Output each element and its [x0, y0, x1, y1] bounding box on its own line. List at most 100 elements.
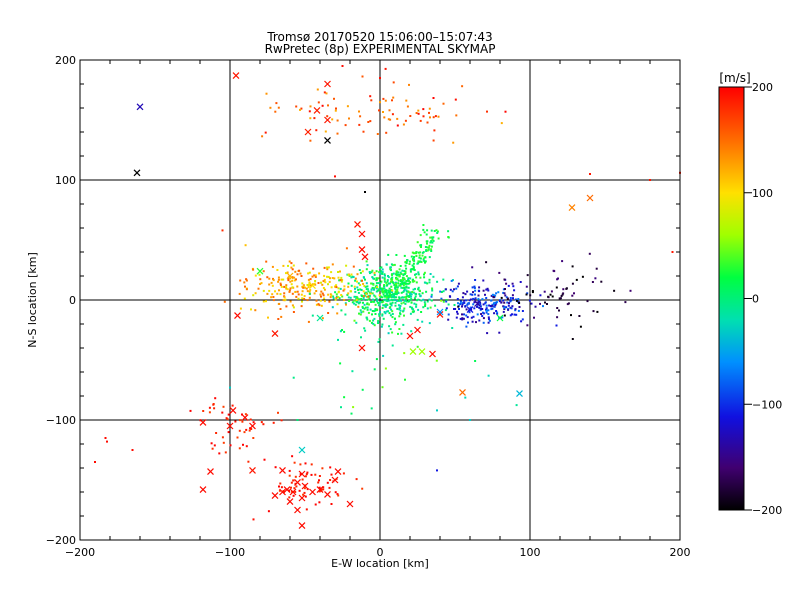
data-point — [474, 289, 477, 292]
data-point — [318, 272, 321, 275]
data-point — [395, 278, 398, 281]
data-point — [495, 310, 498, 312]
data-point — [366, 264, 369, 267]
data-point — [301, 300, 303, 303]
data-point — [390, 304, 393, 307]
data-point — [389, 268, 392, 271]
data-point — [428, 256, 431, 259]
data-point — [262, 270, 265, 273]
data-point — [511, 294, 514, 297]
data-point — [366, 288, 369, 291]
data-point — [355, 321, 358, 324]
data-point — [392, 296, 395, 299]
data-point — [385, 131, 388, 134]
data-point — [459, 303, 462, 306]
cross-marker — [474, 300, 481, 308]
data-point — [417, 308, 420, 311]
data-point — [482, 303, 485, 306]
data-point — [292, 494, 295, 497]
data-point — [283, 285, 286, 288]
data-point — [411, 310, 414, 313]
data-point — [360, 289, 363, 291]
colorbar-tick-label: −100 — [752, 398, 782, 411]
data-point — [386, 280, 389, 283]
data-point — [425, 250, 428, 252]
data-point — [376, 133, 379, 135]
data-point — [461, 313, 463, 316]
data-point — [368, 297, 371, 300]
data-point — [366, 298, 368, 301]
data-point — [369, 272, 371, 275]
data-point — [570, 314, 572, 317]
data-point — [579, 325, 582, 328]
data-point — [419, 234, 422, 237]
data-point — [499, 299, 501, 302]
data-point — [360, 311, 363, 314]
data-point — [266, 292, 269, 295]
data-point — [258, 273, 261, 276]
data-point — [334, 109, 337, 112]
data-point — [417, 262, 420, 265]
data-point — [393, 263, 396, 266]
data-point — [375, 277, 378, 280]
data-point — [300, 305, 303, 308]
data-point — [330, 473, 333, 476]
data-point — [401, 269, 404, 272]
cross-marker — [256, 267, 264, 275]
data-point — [308, 290, 311, 293]
data-point — [291, 455, 294, 458]
data-point — [320, 281, 322, 284]
data-point — [307, 278, 310, 281]
cross-marker — [199, 418, 207, 426]
data-point — [447, 236, 450, 239]
data-point — [391, 331, 394, 334]
data-point — [534, 305, 537, 308]
data-point — [382, 111, 384, 113]
data-point — [387, 332, 390, 335]
data-point — [282, 264, 285, 267]
data-point — [341, 65, 344, 67]
data-point — [511, 313, 513, 316]
data-point — [402, 290, 405, 293]
data-point — [279, 482, 282, 485]
data-point — [383, 287, 386, 290]
colorbar-gradient — [718, 86, 745, 511]
data-point — [389, 306, 392, 309]
data-point — [421, 254, 424, 257]
data-point — [409, 270, 412, 273]
data-point — [366, 318, 369, 321]
data-point — [440, 299, 443, 302]
data-point — [487, 289, 490, 292]
data-point — [436, 469, 438, 472]
data-point — [309, 105, 312, 108]
data-point — [412, 278, 414, 281]
data-point — [382, 304, 385, 307]
data-point — [411, 258, 414, 261]
data-point — [502, 291, 505, 294]
data-point — [372, 277, 375, 280]
data-point — [277, 318, 280, 320]
data-point — [394, 304, 397, 307]
data-point — [357, 282, 360, 285]
cross-marker — [286, 498, 294, 506]
data-point — [388, 109, 391, 112]
data-point — [291, 286, 294, 289]
data-point — [343, 299, 346, 301]
data-point — [331, 277, 334, 279]
data-point — [303, 487, 306, 490]
data-point — [318, 490, 321, 493]
data-point — [315, 129, 318, 132]
data-point — [398, 273, 401, 276]
data-point — [410, 293, 413, 296]
data-point — [309, 278, 312, 281]
data-point — [372, 298, 374, 301]
data-point — [494, 294, 497, 297]
data-point — [347, 285, 350, 288]
data-point — [189, 409, 192, 412]
data-point — [502, 310, 505, 313]
data-point — [496, 312, 499, 315]
data-point — [422, 228, 425, 231]
data-point — [444, 288, 447, 291]
data-point — [343, 396, 346, 399]
data-point — [268, 277, 271, 280]
